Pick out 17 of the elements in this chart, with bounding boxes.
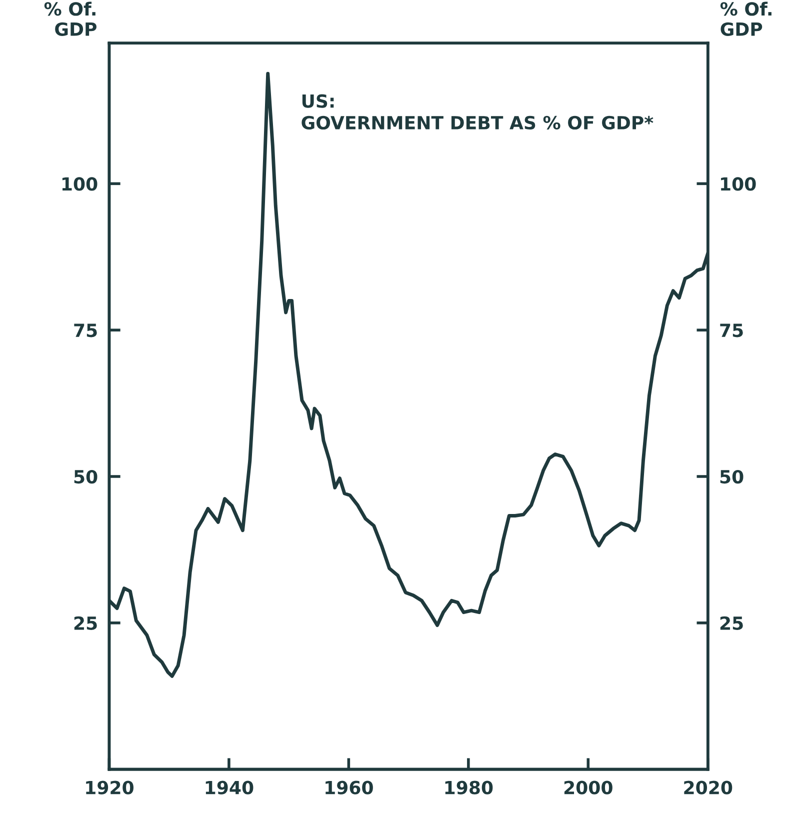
- x-tick-label: 2000: [564, 780, 612, 794]
- y-tick-label: 25: [74, 616, 97, 630]
- y2-tick-label: 50: [720, 470, 744, 484]
- x-tick-label: 1980: [445, 780, 493, 794]
- x-tick-label: 1940: [206, 780, 254, 794]
- y-tick-label: 75: [74, 324, 97, 338]
- x-tick-label: 1920: [86, 780, 134, 794]
- y-axis-title: % Of. GDP: [44, 2, 96, 36]
- text: US: GOVERNMENT DEBT AS % OF GDP*: [302, 94, 654, 130]
- y2-axis-title: % Of. GDP: [720, 2, 772, 36]
- y2-tick-label: 100: [721, 177, 756, 191]
- x-tick-label: 2020: [684, 780, 732, 794]
- y2-tick-label: 75: [720, 324, 743, 338]
- y-tick-label: 100: [62, 177, 98, 191]
- y-tick-label: 50: [74, 470, 98, 484]
- y2-tick-label: 25: [720, 616, 743, 630]
- x-tick-label: 1960: [326, 780, 373, 794]
